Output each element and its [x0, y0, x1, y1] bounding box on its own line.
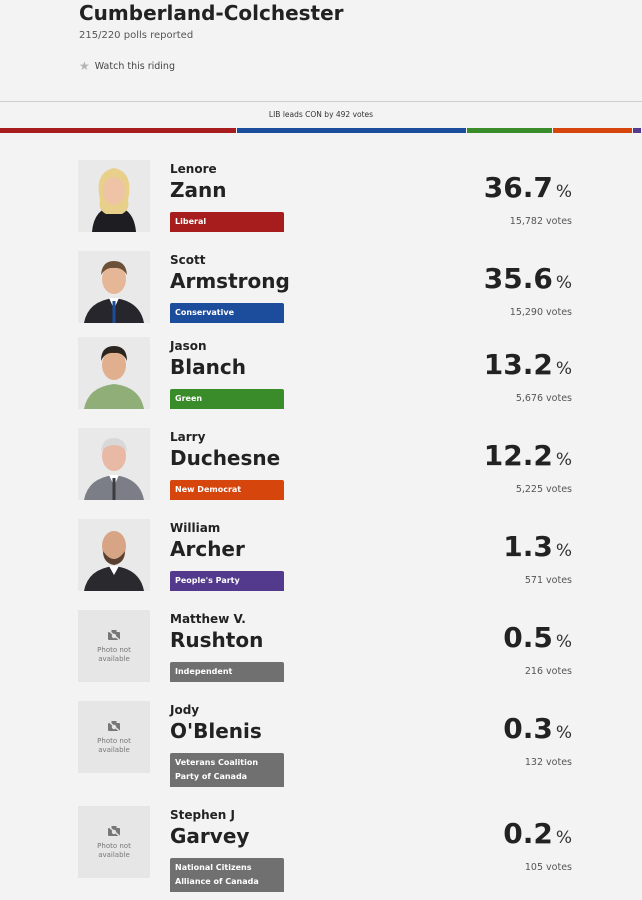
vote-count: 15,782 votes [509, 216, 572, 227]
candidate-photo-placeholder: Photo not available [78, 610, 150, 682]
party-badge: National Citizens Alliance of Canada [170, 858, 284, 892]
candidate-last-name: Rushton [170, 628, 264, 652]
percent-symbol: % [555, 541, 572, 561]
candidate-photo-placeholder: Photo not available [78, 701, 150, 773]
vote-percentage: 1.3% [503, 530, 572, 563]
party-badge: Veterans Coalition Party of Canada [170, 753, 284, 787]
candidate-photo [78, 160, 150, 232]
vote-percentage: 36.7% [484, 171, 572, 204]
party-badge: Independent [170, 662, 284, 682]
party-badge: Conservative [170, 303, 284, 323]
vote-percentage: 13.2% [484, 348, 572, 381]
candidate-first-name: Jody [170, 703, 200, 717]
vote-percentage: 0.2% [503, 817, 572, 850]
divider [0, 101, 642, 102]
candidate-last-name: Blanch [170, 355, 246, 379]
no-photo-text: Photo not available [97, 736, 131, 754]
no-photo-icon [107, 720, 121, 732]
candidate-first-name: Larry [170, 430, 206, 444]
candidate-row: Larry Duchesne New Democrat 12.2% 5,225 … [0, 428, 642, 508]
percentage-value: 0.5 [503, 621, 553, 654]
percentage-value: 12.2 [483, 439, 553, 472]
percentage-value: 0.2 [503, 817, 553, 850]
candidate-first-name: Stephen J [170, 808, 235, 822]
candidate-last-name: Duchesne [170, 446, 281, 470]
percentage-value: 36.7 [483, 171, 553, 204]
candidate-photo [78, 428, 150, 500]
vote-count: 5,225 votes [515, 484, 572, 495]
vote-percentage: 0.5% [503, 621, 572, 654]
vote-count: 5,676 votes [515, 393, 572, 404]
no-photo-icon [107, 629, 121, 641]
candidate-first-name: Jason [170, 339, 207, 353]
polls-reported: 215/220 polls reported [79, 30, 194, 41]
no-photo-icon [107, 825, 121, 837]
candidate-row: Lenore Zann Liberal 36.7% 15,782 votes [0, 160, 642, 240]
candidate-photo-placeholder: Photo not available [78, 806, 150, 878]
candidate-first-name: Matthew V. [170, 612, 246, 626]
candidate-row: Photo not available Matthew V. Rushton I… [0, 610, 642, 690]
candidate-first-name: William [170, 521, 221, 535]
vote-share-segment-green [467, 128, 553, 133]
lead-text: LIB leads CON by 492 votes [268, 110, 374, 119]
vote-count: 15,290 votes [509, 307, 572, 318]
party-badge: People's Party [170, 571, 284, 591]
watch-riding-button[interactable]: ★ Watch this riding [79, 60, 175, 72]
candidate-row: Scott Armstrong Conservative 35.6% 15,29… [0, 251, 642, 331]
percentage-value: 35.6 [483, 262, 553, 295]
candidate-photo [78, 251, 150, 323]
party-badge: New Democrat [170, 480, 284, 500]
vote-count: 105 votes [524, 862, 572, 873]
candidate-row: William Archer People's Party 1.3% 571 v… [0, 519, 642, 599]
candidate-last-name: O'Blenis [170, 719, 262, 743]
percent-symbol: % [555, 450, 572, 470]
percent-symbol: % [555, 828, 572, 848]
percentage-value: 0.3 [503, 712, 553, 745]
candidate-row: Photo not available Jody O'Blenis Vetera… [0, 701, 642, 787]
candidate-last-name: Garvey [170, 824, 250, 848]
candidate-last-name: Archer [170, 537, 245, 561]
party-badge: Liberal [170, 212, 284, 232]
percentage-value: 1.3 [503, 530, 553, 563]
vote-count: 571 votes [524, 575, 572, 586]
candidate-row: Jason Blanch Green 13.2% 5,676 votes [0, 337, 642, 417]
watch-riding-label: Watch this riding [94, 60, 175, 72]
percent-symbol: % [555, 632, 572, 652]
no-photo-text: Photo not available [97, 645, 131, 663]
vote-share-segment-liberal [0, 128, 237, 133]
percent-symbol: % [555, 359, 572, 379]
percent-symbol: % [555, 182, 572, 202]
percent-symbol: % [555, 273, 572, 293]
vote-share-bar [0, 128, 642, 133]
candidate-photo [78, 519, 150, 591]
riding-title: Cumberland-Colchester [79, 1, 344, 25]
percent-symbol: % [555, 723, 572, 743]
vote-share-segment-peoples-party [632, 128, 641, 133]
vote-percentage: 12.2% [484, 439, 572, 472]
vote-count: 132 votes [524, 757, 572, 768]
party-badge: Green [170, 389, 284, 409]
no-photo-text: Photo not available [97, 841, 131, 859]
vote-percentage: 0.3% [503, 712, 572, 745]
vote-count: 216 votes [524, 666, 572, 677]
vote-share-segment-conservative [237, 128, 467, 133]
candidate-last-name: Zann [170, 178, 227, 202]
candidate-photo [78, 337, 150, 409]
percentage-value: 13.2 [483, 348, 553, 381]
candidate-row: Photo not available Stephen J Garvey Nat… [0, 806, 642, 892]
vote-share-segment-new-democrat [553, 128, 632, 133]
candidate-last-name: Armstrong [170, 269, 290, 293]
candidate-first-name: Scott [170, 253, 206, 267]
candidate-first-name: Lenore [170, 162, 217, 176]
star-icon: ★ [79, 59, 90, 73]
vote-percentage: 35.6% [484, 262, 572, 295]
